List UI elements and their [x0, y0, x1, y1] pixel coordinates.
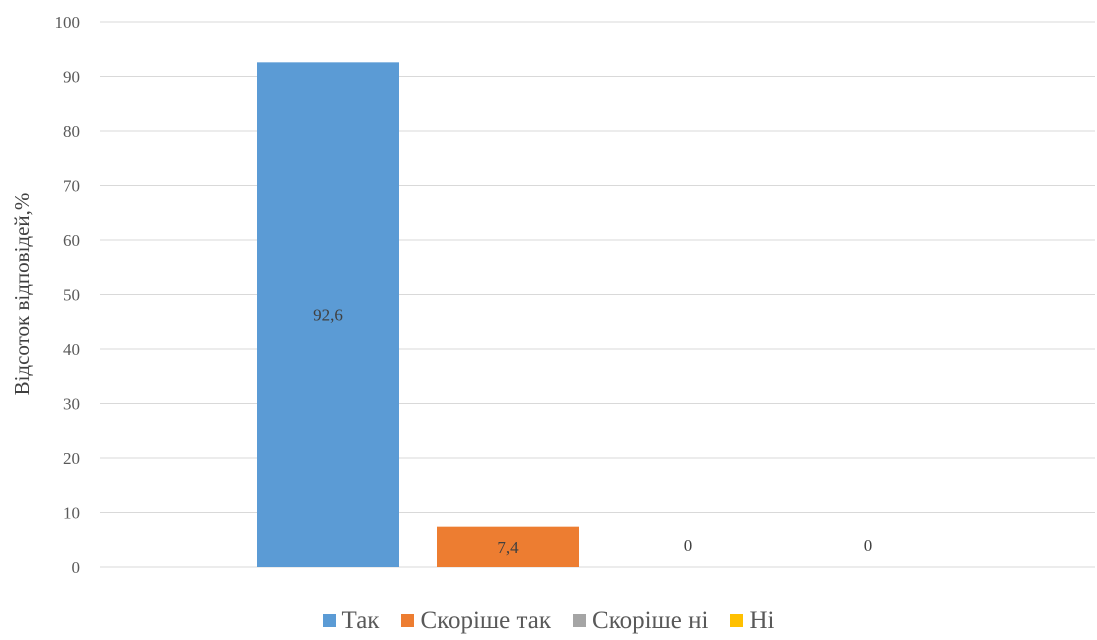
- legend-swatch: [322, 613, 336, 627]
- y-tick-label: 90: [63, 68, 80, 87]
- legend-swatch: [401, 613, 415, 627]
- y-tick-label: 60: [63, 231, 80, 250]
- data-label-4: 0: [864, 536, 873, 555]
- y-tick-label: 20: [63, 449, 80, 468]
- legend-label: Ні: [749, 606, 775, 634]
- legend-swatch: [730, 613, 744, 627]
- legend: Так Скоріше так Скоріше ні Ні: [0, 604, 1097, 636]
- bars: [257, 62, 579, 567]
- y-axis-title: Відсоток відповідей,%: [10, 193, 34, 396]
- legend-label: Скоріше ні: [592, 606, 709, 634]
- data-label-2: 7,4: [497, 538, 519, 557]
- legend-item: Так: [322, 606, 380, 634]
- legend-item: Скоріше так: [401, 608, 551, 633]
- y-tick-label: 100: [55, 13, 81, 32]
- legend-label: Скоріше так: [420, 606, 552, 634]
- bar-2: [437, 526, 579, 567]
- legend-item: Скоріше ні: [573, 608, 708, 633]
- y-tick-label: 30: [63, 395, 80, 414]
- y-tick-label: 0: [72, 558, 81, 577]
- data-labels: 92,6 7,4 0 0: [313, 306, 872, 557]
- data-label-3: 0: [684, 536, 693, 555]
- y-tick-label: 10: [63, 504, 80, 523]
- legend-label: Так: [341, 606, 380, 634]
- y-tick-label: 80: [63, 122, 80, 141]
- y-tick-label: 40: [63, 340, 80, 359]
- y-tick-label: 50: [63, 286, 80, 305]
- y-axis-ticks: 0 10 20 30 40 50 60 70 80 90 100: [55, 13, 81, 577]
- bar-1: [257, 62, 399, 567]
- y-tick-label: 70: [63, 177, 80, 196]
- gridlines: [100, 21, 1095, 568]
- legend-swatch: [573, 613, 587, 627]
- legend-item: Ні: [730, 608, 774, 633]
- data-label-1: 92,6: [313, 306, 343, 325]
